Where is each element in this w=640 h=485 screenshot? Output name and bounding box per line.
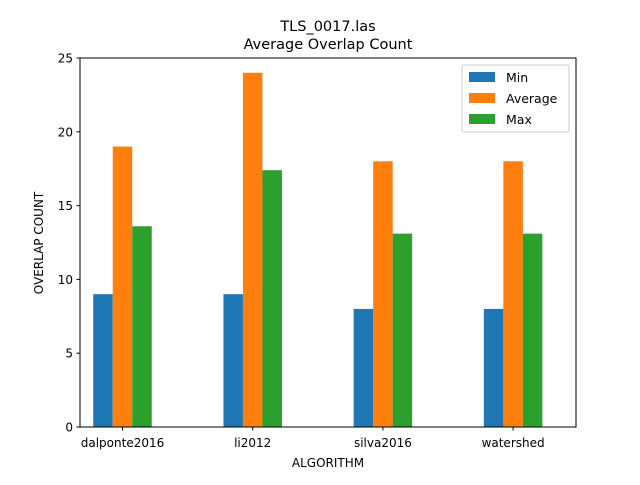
x-tick-label: li2012 <box>234 436 271 450</box>
legend-swatch-average <box>469 93 495 103</box>
chart-title: TLS_0017.las <box>279 19 375 35</box>
bar-min-watershed: Min: 8 <box>483 308 504 427</box>
y-tick-label: 0 <box>65 421 73 435</box>
bar-max-silva2016: Max: 13.1 <box>392 233 413 427</box>
x-axis-label: ALGORITHM <box>292 456 364 470</box>
bar-average-dalponte2016: Average: 19 <box>112 146 133 427</box>
plot-frame <box>79 57 577 428</box>
bar-min-silva2016: Min: 8 <box>353 308 374 427</box>
legend-label-average: Average <box>506 91 558 106</box>
legend: Min Average Max <box>461 64 570 133</box>
chart-subtitle: Average Overlap Count <box>244 37 413 53</box>
y-tick-label: 20 <box>58 125 73 139</box>
y-tick-label: 25 <box>58 52 73 66</box>
bar-min-dalponte2016: Min: 9 <box>93 294 113 427</box>
y-tick-label: 5 <box>65 347 73 361</box>
bar-average-watershed: Average: 18 <box>503 161 523 427</box>
x-tick-label: silva2016 <box>354 436 412 450</box>
y-axis: 0 5 10 15 20 25 <box>58 52 80 435</box>
y-tick-label: 10 <box>58 273 73 287</box>
x-tick-label: dalponte2016 <box>81 436 165 450</box>
legend-label-min: Min <box>506 70 528 85</box>
bar-min-li2012: Min: 9 <box>223 294 243 427</box>
legend-swatch-max <box>469 114 495 124</box>
x-axis: dalponte2016 li2012 silva2016 watershed <box>81 427 545 450</box>
x-tick-label: watershed <box>482 436 545 450</box>
bar-max-dalponte2016: Max: 13.6 <box>132 226 152 427</box>
bar-max-li2012: Max: 17.4 <box>262 170 282 427</box>
bar-average-silva2016: Average: 18 <box>373 161 393 427</box>
bar-average-li2012: Average: 24 <box>242 72 263 427</box>
y-axis-label: OVERLAP COUNT <box>32 191 46 294</box>
y-tick-label: 15 <box>58 199 73 213</box>
bars-layer: Min: 9 Min: 9 Min: 8 Min: 8 Average: 19 Avera… <box>93 72 543 427</box>
bar-max-watershed: Max: 13.1 <box>522 233 543 427</box>
legend-swatch-min <box>469 72 495 82</box>
legend-label-max: Max <box>506 112 532 127</box>
